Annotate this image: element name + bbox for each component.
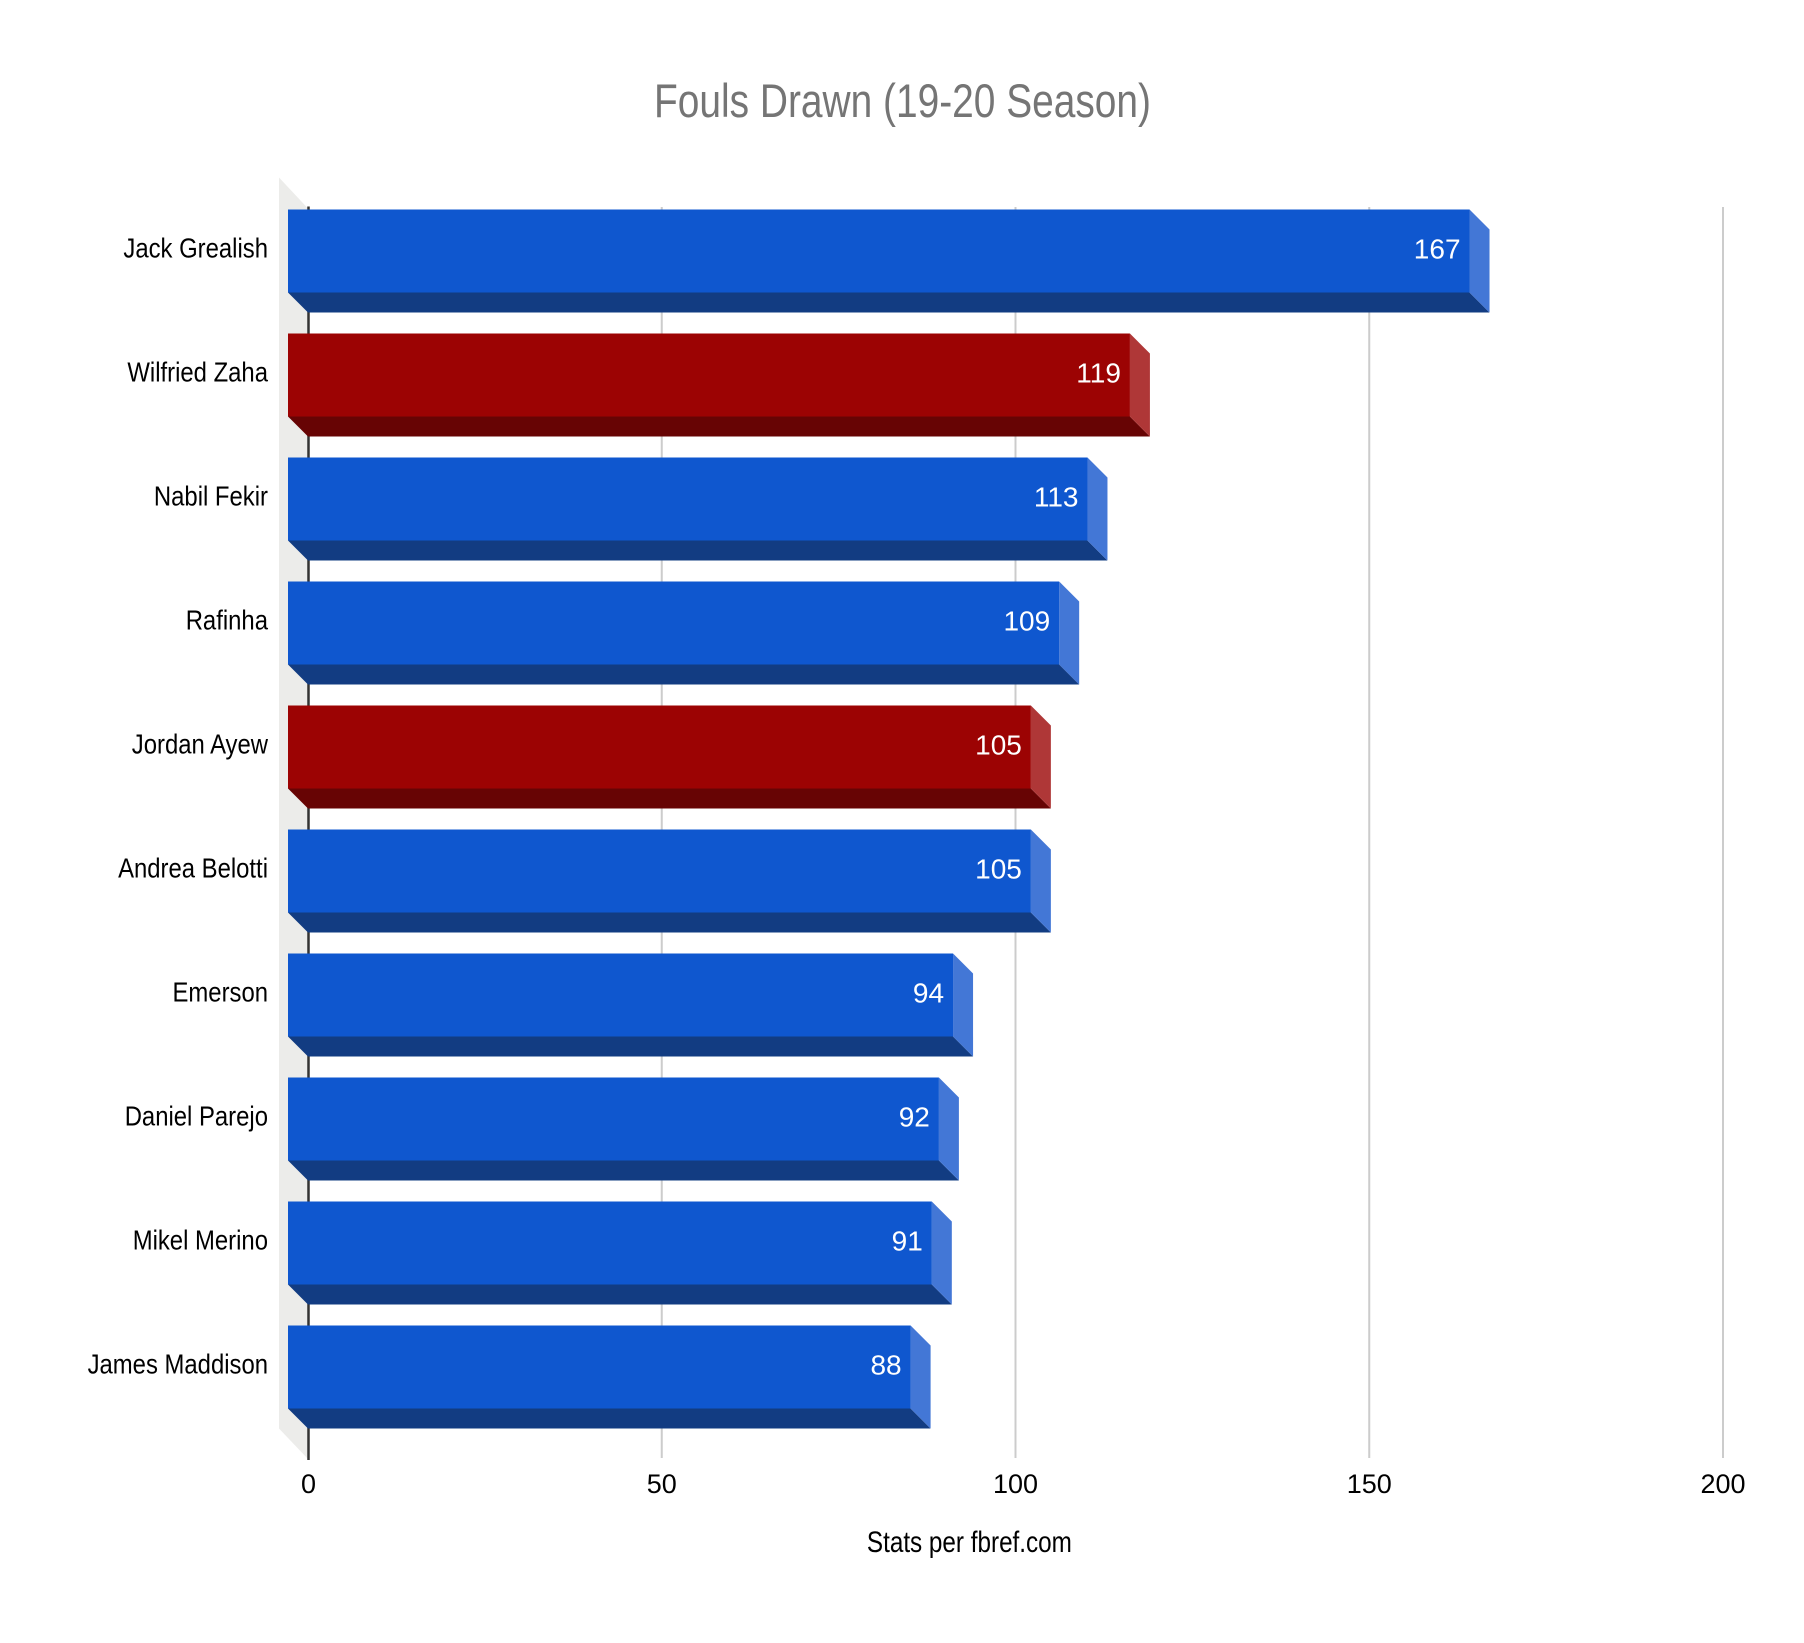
svg-text:105: 105: [975, 729, 1022, 760]
svg-text:Wilfried Zaha: Wilfried Zaha: [127, 357, 268, 388]
svg-text:Stats per fbref.com: Stats per fbref.com: [867, 1526, 1072, 1559]
svg-text:200: 200: [1700, 1469, 1745, 1499]
svg-text:119: 119: [1076, 357, 1121, 388]
svg-text:Andrea Belotti: Andrea Belotti: [118, 853, 268, 884]
svg-text:92: 92: [899, 1101, 930, 1132]
svg-text:Rafinha: Rafinha: [186, 605, 269, 636]
svg-text:Emerson: Emerson: [173, 977, 269, 1008]
svg-text:James Maddison: James Maddison: [88, 1349, 268, 1380]
svg-text:Daniel Parejo: Daniel Parejo: [125, 1101, 268, 1132]
svg-text:0: 0: [301, 1469, 316, 1499]
svg-text:Jordan Ayew: Jordan Ayew: [132, 729, 268, 760]
svg-text:167: 167: [1414, 233, 1461, 264]
svg-text:150: 150: [1347, 1469, 1392, 1499]
svg-text:91: 91: [892, 1225, 923, 1256]
svg-text:Fouls Drawn (19-20 Season): Fouls Drawn (19-20 Season): [654, 74, 1151, 127]
svg-text:88: 88: [870, 1349, 901, 1380]
svg-text:113: 113: [1034, 481, 1079, 512]
svg-text:Nabil Fekir: Nabil Fekir: [154, 481, 268, 512]
svg-text:100: 100: [993, 1469, 1038, 1499]
svg-text:109: 109: [1003, 605, 1050, 636]
svg-text:105: 105: [975, 853, 1022, 884]
svg-text:94: 94: [913, 977, 944, 1008]
svg-text:Jack Grealish: Jack Grealish: [123, 233, 268, 264]
svg-text:50: 50: [647, 1469, 677, 1499]
svg-text:Mikel Merino: Mikel Merino: [133, 1225, 268, 1256]
